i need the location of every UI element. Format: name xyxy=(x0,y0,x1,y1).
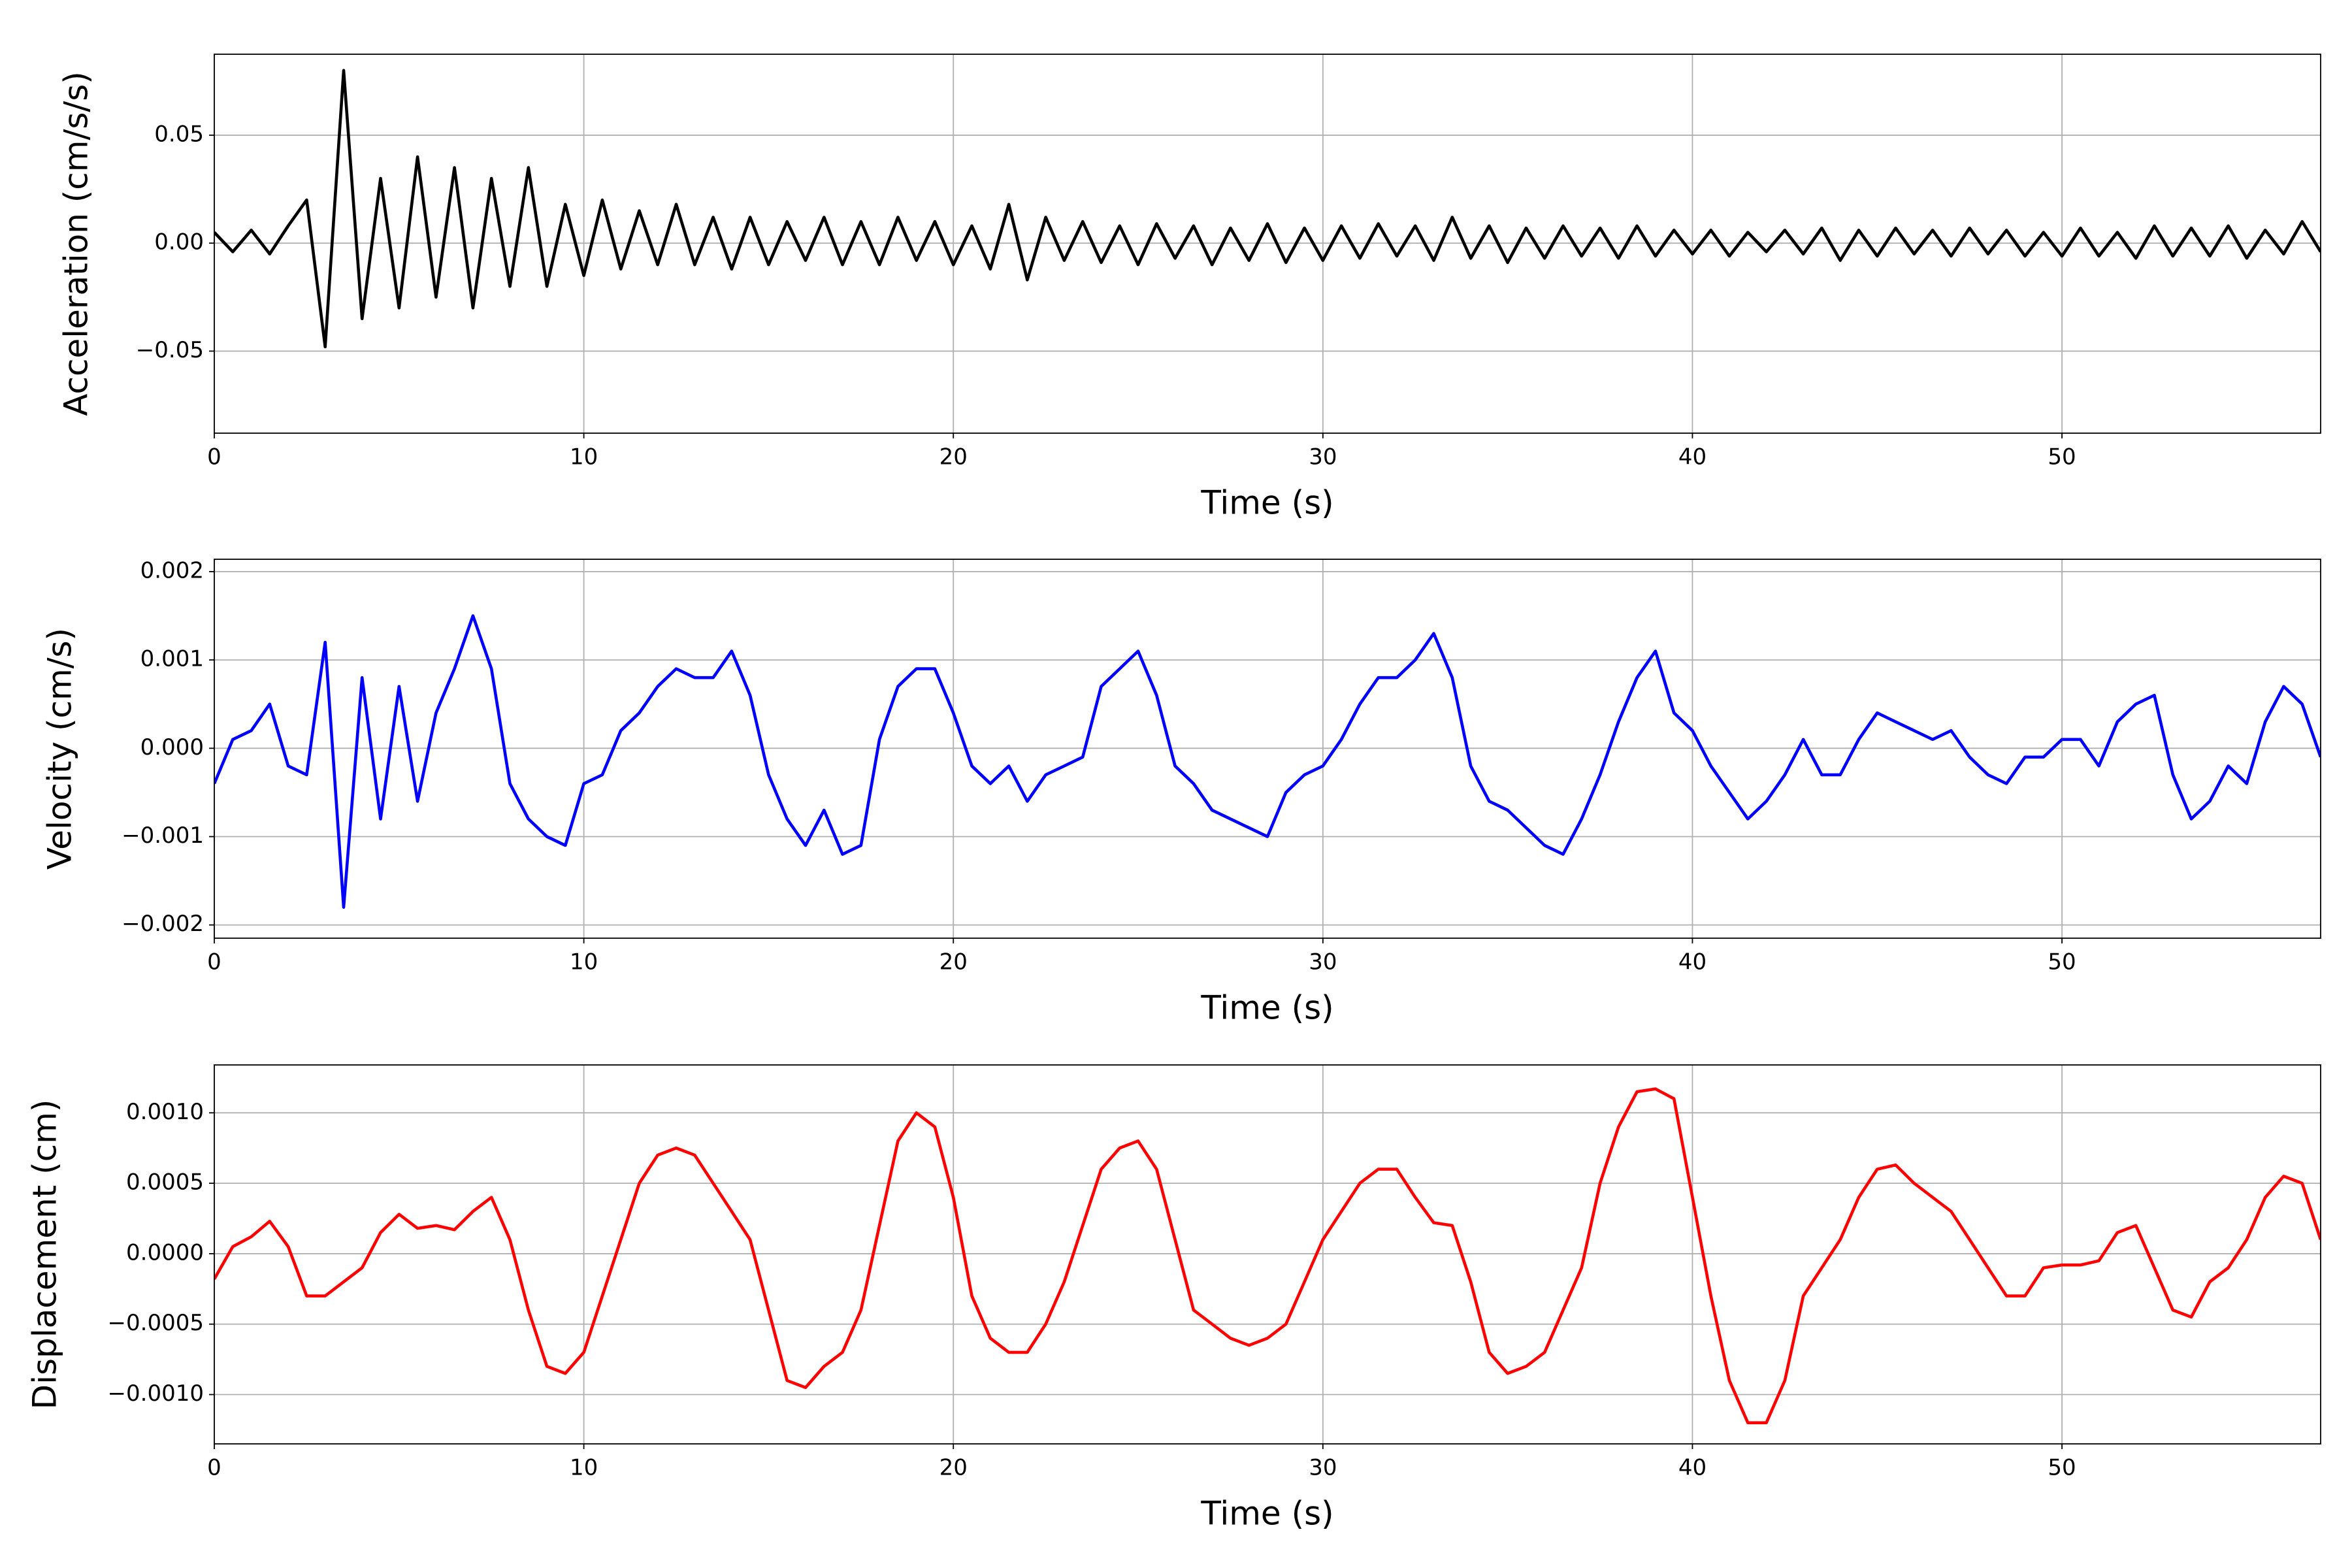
data-line xyxy=(214,1087,2321,1424)
y-axis-label: Displacement (cm) xyxy=(26,1100,64,1410)
y-tick-label: 0.0005 xyxy=(126,1169,204,1196)
axes-frame xyxy=(214,54,2321,434)
axes-frame xyxy=(214,559,2321,939)
data-line xyxy=(214,614,2321,909)
x-tick-label: 40 xyxy=(1678,949,1707,975)
x-tick-label: 30 xyxy=(1309,1455,1337,1481)
plot-area xyxy=(214,1087,2321,1424)
x-tick-label: 0 xyxy=(207,1455,221,1481)
axes-frame xyxy=(214,1064,2321,1445)
x-tick-label: 20 xyxy=(939,949,968,975)
x-axis-label: Time (s) xyxy=(1200,989,1333,1027)
y-tick-label: 0.001 xyxy=(140,646,204,672)
x-tick-label: 40 xyxy=(1678,1455,1707,1481)
x-tick-label: 50 xyxy=(2048,949,2076,975)
x-tick-label: 50 xyxy=(2048,1455,2076,1481)
x-tick-label: 20 xyxy=(939,1455,968,1481)
x-tick-label: 0 xyxy=(207,949,221,975)
y-tick-label: 0.00 xyxy=(154,229,204,255)
y-tick-label: 0.0000 xyxy=(126,1239,204,1266)
y-tick-label: 0.002 xyxy=(140,557,204,583)
x-tick-label: 10 xyxy=(570,1455,598,1481)
x-tick-label: 20 xyxy=(939,444,968,470)
y-tick-label: −0.002 xyxy=(122,911,204,937)
y-tick-label: 0.000 xyxy=(140,734,204,760)
x-tick-label: 10 xyxy=(570,444,598,470)
y-tick-label: −0.0010 xyxy=(108,1380,204,1407)
x-tick-label: 30 xyxy=(1309,444,1337,470)
plot-area xyxy=(214,69,2321,349)
x-tick-label: 30 xyxy=(1309,949,1337,975)
y-axis-label: Acceleration (cm/s/s) xyxy=(57,71,95,416)
x-axis-label: Time (s) xyxy=(1200,1495,1333,1533)
x-tick-label: 40 xyxy=(1678,444,1707,470)
y-tick-label: −0.05 xyxy=(136,337,204,363)
plot-area xyxy=(214,614,2321,909)
x-axis-label: Time (s) xyxy=(1200,484,1333,522)
y-tick-label: 0.05 xyxy=(154,121,204,147)
y-tick-label: −0.0005 xyxy=(108,1310,204,1336)
y-tick-label: 0.0010 xyxy=(126,1099,204,1125)
x-tick-label: 50 xyxy=(2048,444,2076,470)
x-tick-label: 0 xyxy=(207,444,221,470)
data-line xyxy=(214,69,2321,349)
y-tick-label: −0.001 xyxy=(122,823,204,849)
y-axis-label: Velocity (cm/s) xyxy=(41,628,79,870)
x-tick-label: 10 xyxy=(570,949,598,975)
